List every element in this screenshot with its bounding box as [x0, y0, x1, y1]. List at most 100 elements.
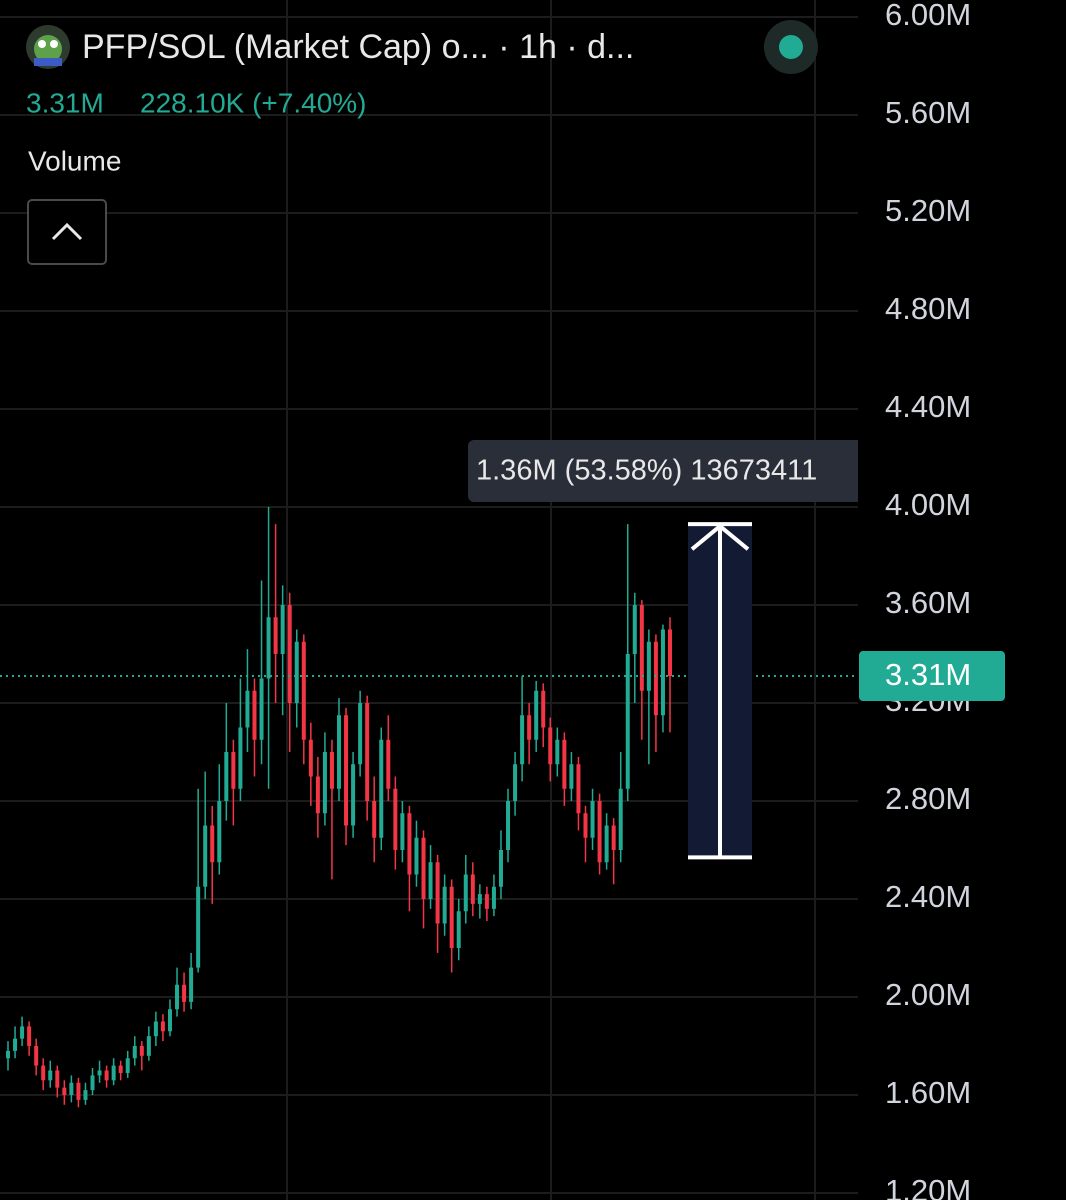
candle-body — [632, 605, 637, 654]
candle-body — [259, 678, 264, 740]
candle-body — [175, 984, 180, 1010]
candle-body — [548, 727, 553, 765]
candle-body — [498, 850, 503, 887]
collapse-button[interactable] — [27, 199, 107, 265]
candle-body — [618, 788, 623, 850]
candle-body — [273, 617, 278, 654]
last-price-tag-label: 3.31M — [885, 657, 971, 692]
candle-body — [90, 1075, 95, 1091]
candle-body — [27, 1026, 32, 1046]
candle-body — [224, 752, 229, 801]
candle-body — [506, 801, 511, 850]
token-icon-eye — [38, 40, 46, 48]
candle-body — [625, 654, 630, 789]
candle-body — [13, 1038, 18, 1051]
candle-body — [203, 825, 208, 887]
candle-body — [245, 690, 250, 728]
y-tick-label: 2.00M — [885, 977, 971, 1012]
candle-body — [435, 862, 440, 924]
y-tick-label: 2.80M — [885, 781, 971, 816]
candle-body — [294, 641, 299, 703]
candle-body — [231, 752, 236, 789]
indicator-label: Volume — [28, 145, 121, 176]
candle-body — [97, 1070, 102, 1076]
candle-body — [104, 1070, 109, 1081]
candle-body — [266, 617, 271, 679]
candle-body — [196, 886, 201, 968]
candle-body — [583, 813, 588, 838]
candle-body — [414, 837, 419, 875]
candle-body — [463, 874, 468, 912]
last-price-tag — [859, 651, 1005, 702]
candle-body — [189, 967, 194, 1002]
grid — [286, 0, 816, 1200]
candle-body — [6, 1050, 10, 1059]
candle-body — [337, 715, 341, 789]
measure-label-box: 1.36M (53.58%) 13673411 — [468, 440, 858, 502]
candle-body — [358, 703, 363, 765]
candle-body — [41, 1065, 46, 1081]
candle-body — [111, 1065, 116, 1081]
candle-body — [351, 764, 356, 826]
symbol-title: PFP/SOL (Market Cap) o... · 1h · d... — [82, 28, 634, 66]
last-price: 3.31M — [26, 87, 104, 118]
candle-body — [182, 984, 187, 1002]
candle-body — [393, 788, 398, 850]
candle-body — [400, 813, 405, 850]
candle-body — [252, 690, 257, 740]
candle-body — [534, 690, 539, 740]
candle-body — [308, 739, 313, 777]
candle-body — [646, 641, 651, 691]
candle-body — [365, 703, 370, 801]
candle-body — [639, 605, 644, 691]
candle-body — [48, 1070, 53, 1081]
candle-body — [668, 629, 672, 677]
candle-body — [287, 605, 292, 703]
y-tick-label: 5.60M — [885, 95, 971, 130]
candle-body — [477, 894, 482, 904]
candle-body — [153, 1021, 158, 1037]
candle-body — [322, 752, 327, 814]
candle-body — [372, 801, 377, 838]
chevron-up — [51, 222, 83, 241]
y-tick-label: 2.40M — [885, 879, 971, 914]
price-change: 228.10K (+7.40%) — [140, 87, 367, 118]
y-tick-label: 6.00M — [885, 0, 971, 32]
candle-body — [315, 776, 320, 814]
measure-label-bg — [468, 440, 858, 502]
candle-body — [491, 886, 496, 909]
candle-body — [421, 837, 426, 899]
candle-body — [484, 894, 489, 909]
candle-body — [576, 764, 581, 814]
candle-body — [62, 1087, 67, 1095]
measure-arrow-head — [690, 523, 750, 551]
candle-body — [76, 1082, 81, 1100]
candle-body — [34, 1046, 39, 1066]
candle-body — [280, 605, 285, 654]
candle-body — [329, 752, 334, 789]
candle-body — [83, 1090, 88, 1100]
y-tick-label: 3.60M — [885, 585, 971, 620]
y-tick-label: 4.00M — [885, 487, 971, 522]
candle-body — [132, 1046, 137, 1059]
candle-body — [146, 1036, 151, 1056]
header: PFP/SOL (Market Cap) o... · 1h · d... 3.… — [26, 20, 818, 265]
candle-body — [527, 715, 532, 740]
candle-body — [541, 690, 546, 728]
token-icon-eye — [50, 40, 58, 48]
candle-body — [590, 801, 595, 838]
candle-body — [20, 1026, 25, 1039]
candle-body — [160, 1021, 165, 1032]
status-dot — [779, 35, 803, 59]
candle-body — [520, 715, 525, 765]
y-tick-label: 4.80M — [885, 291, 971, 326]
token-icon-shirt — [34, 58, 62, 66]
candle-body — [513, 764, 518, 801]
candle-body — [344, 715, 349, 826]
candle-body — [167, 1009, 172, 1032]
candle-body — [597, 801, 602, 863]
candle-body — [217, 801, 222, 863]
candle-body — [69, 1082, 74, 1095]
